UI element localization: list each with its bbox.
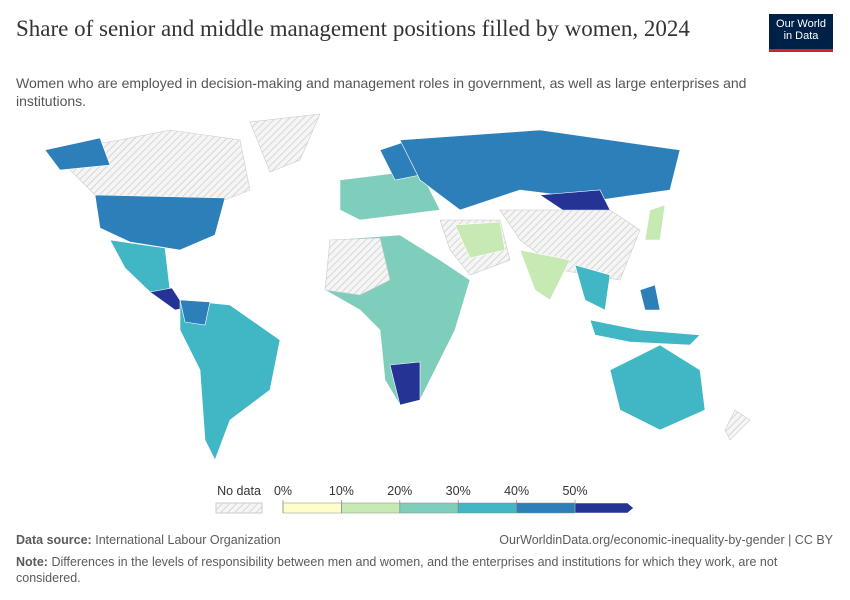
note-text: Differences in the levels of responsibil… xyxy=(16,555,778,585)
legend: No data 0% 10% 20% 30% 40% 50% xyxy=(215,484,634,514)
legend-bin xyxy=(457,502,517,514)
colombia xyxy=(179,299,211,326)
source-label: Data source: xyxy=(16,533,92,547)
southern-africa xyxy=(389,361,421,406)
united-states xyxy=(94,194,226,251)
philippines xyxy=(639,284,661,311)
logo-line: in Data xyxy=(783,30,819,42)
alaska xyxy=(44,137,111,171)
no-data-label: No data xyxy=(217,484,261,498)
australia xyxy=(609,344,706,431)
legend-bin xyxy=(574,502,634,514)
logo-line: Our World xyxy=(776,18,826,30)
legend-tick-label: 40% xyxy=(504,484,529,498)
mexico xyxy=(109,239,171,293)
legend-bin xyxy=(341,502,401,514)
legend-tick-label: 10% xyxy=(329,484,354,498)
source-text: International Labour Organization xyxy=(95,533,281,547)
legend-tick-label: 50% xyxy=(562,484,587,498)
greenland xyxy=(249,113,321,173)
legend-bin xyxy=(282,502,342,514)
legend-tick-label: 20% xyxy=(387,484,412,498)
title: Share of senior and middle management po… xyxy=(16,16,690,41)
legend-bin xyxy=(516,502,576,514)
map xyxy=(44,113,751,461)
no-data-swatch xyxy=(215,502,263,514)
sahara xyxy=(324,237,391,296)
south-america xyxy=(179,299,281,461)
new-zealand xyxy=(724,409,751,441)
legend-tick-label: 0% xyxy=(274,484,292,498)
india xyxy=(519,249,571,301)
russia xyxy=(399,129,681,211)
indonesia xyxy=(589,319,701,346)
subtitle: Women who are employed in decision-makin… xyxy=(16,75,747,109)
url[interactable]: OurWorldinData.org/economic-inequality-b… xyxy=(499,533,833,547)
japan xyxy=(644,204,666,241)
note: Note: Differences in the levels of respo… xyxy=(16,554,826,586)
legend-tick-label: 30% xyxy=(446,484,471,498)
countries xyxy=(44,113,751,461)
china xyxy=(499,209,641,281)
canada xyxy=(59,129,251,201)
logo[interactable]: Our World in Data xyxy=(769,14,833,52)
southeast-asia xyxy=(574,264,611,311)
legend-bin xyxy=(399,502,459,514)
source: Data source: International Labour Organi… xyxy=(16,533,281,547)
note-label: Note: xyxy=(16,555,48,569)
iran xyxy=(454,221,506,259)
